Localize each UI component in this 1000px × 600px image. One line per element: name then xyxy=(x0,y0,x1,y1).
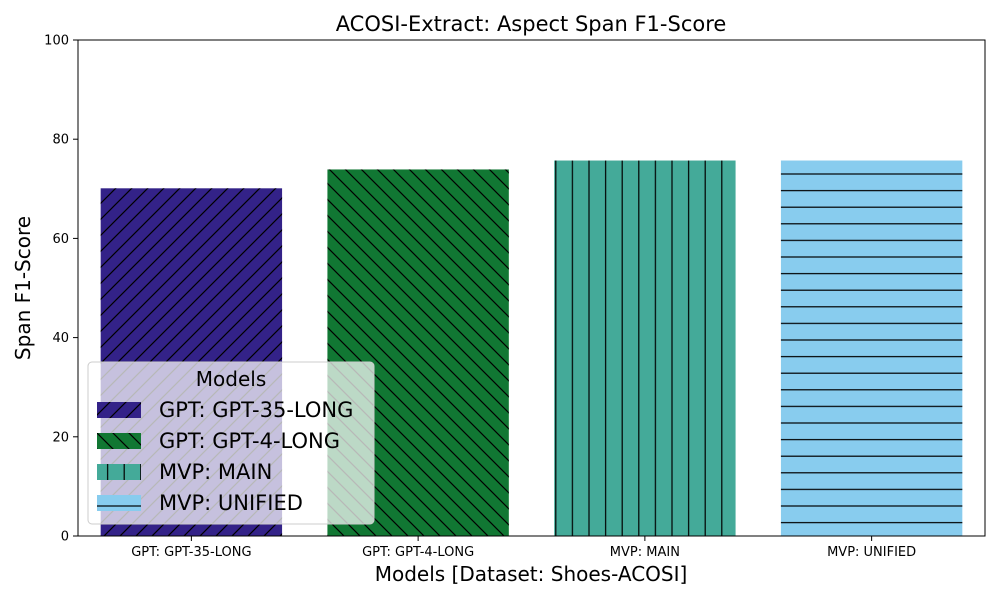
y-tick-label: 20 xyxy=(52,430,69,445)
bars-group xyxy=(100,160,963,536)
legend-entries: GPT: GPT-35-LONG GPT: GPT-4-LONG MVP: MAIN… xyxy=(97,398,353,515)
y-tick-group: 0 20 40 60 80 100 xyxy=(44,34,78,545)
x-tick-label: GPT: GPT-35-LONG xyxy=(131,545,251,560)
x-tick-label: GPT: GPT-4-LONG xyxy=(362,545,474,560)
x-tick-label: MVP: UNIFIED xyxy=(827,545,916,560)
legend-swatch-hatch-3 xyxy=(97,464,141,480)
bar-hatch-4 xyxy=(780,160,963,536)
x-tick-label: MVP: MAIN xyxy=(610,545,680,560)
legend-label-4: MVP: UNIFIED xyxy=(159,491,303,515)
legend-swatch-hatch-2 xyxy=(97,433,141,449)
legend: Models GPT: GPT-35-LONG GPT: GPT-4-LONG MV… xyxy=(87,361,375,525)
y-tick-label: 100 xyxy=(44,34,69,49)
plot-frame xyxy=(77,39,986,537)
legend-swatch-hatch-4 xyxy=(97,495,141,511)
legend-label-3: MVP: MAIN xyxy=(159,460,272,484)
y-tick-label: 40 xyxy=(52,331,69,346)
legend-label-2: GPT: GPT-4-LONG xyxy=(159,429,340,453)
x-axis-label: Models [Dataset: Shoes-ACOSI] xyxy=(375,562,688,586)
legend-swatch-hatch-1 xyxy=(97,402,141,418)
chart-title: ACOSI-Extract: Aspect Span F1-Score xyxy=(336,12,727,36)
x-tick-group: GPT: GPT-35-LONG GPT: GPT-4-LONG MVP: MAIN… xyxy=(131,536,916,560)
legend-title: Models xyxy=(196,367,266,391)
bar-hatch-3 xyxy=(554,160,736,536)
y-tick-label: 60 xyxy=(52,232,69,247)
y-axis-label: Span F1-Score xyxy=(11,216,35,360)
legend-label-1: GPT: GPT-35-LONG xyxy=(159,398,353,422)
y-tick-label: 80 xyxy=(52,133,69,148)
legend-box xyxy=(87,361,375,525)
y-tick-label: 0 xyxy=(61,530,69,545)
